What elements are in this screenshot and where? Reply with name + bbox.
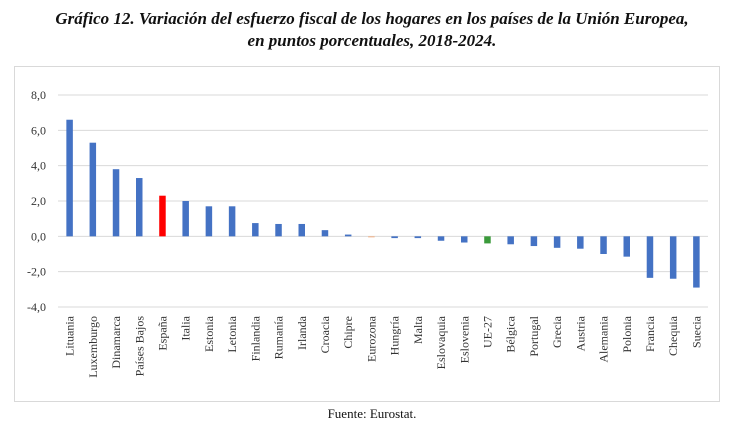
x-tick-label: Rumanía: [272, 315, 286, 359]
y-tick-label: 8,0: [31, 88, 46, 102]
x-tick-label: Chequia: [666, 315, 680, 356]
x-tick-label: Chipre: [341, 316, 355, 349]
x-tick-label: Letonia: [225, 315, 239, 352]
bar: [391, 236, 398, 239]
chart-frame: [14, 66, 720, 402]
x-tick-label: Polonia: [620, 315, 634, 352]
bar: [228, 206, 236, 237]
bar: [507, 236, 514, 245]
x-tick-label: Suecia: [689, 315, 703, 348]
y-tick-label: 6,0: [31, 123, 46, 137]
y-tick-label: -4,0: [27, 300, 46, 314]
bar: [182, 201, 189, 237]
bar: [623, 236, 630, 257]
bar: [321, 230, 329, 237]
chart-title: Gráfico 12. Variación del esfuerzo fisca…: [0, 8, 744, 52]
bar: [136, 178, 143, 237]
x-tick-label: Dinamarca: [109, 315, 123, 368]
bar: [205, 206, 213, 237]
x-tick-label: Finlandia: [248, 315, 262, 361]
bar: [437, 236, 445, 241]
x-tick-label: Austria: [573, 315, 587, 351]
bar: [159, 195, 166, 237]
bar: [112, 169, 120, 237]
x-tick-label: Hungría: [388, 315, 402, 355]
y-tick-label: 4,0: [31, 159, 46, 173]
bar: [553, 236, 561, 248]
bar: [344, 234, 352, 237]
x-tick-label: Malta: [411, 315, 425, 344]
x-tick-label: Luxemburgo: [86, 316, 100, 378]
x-tick-label: Portugal: [527, 315, 541, 356]
bar: [530, 236, 538, 247]
x-tick-label: Alemania: [597, 315, 611, 362]
bar: [646, 236, 654, 278]
x-tick-label: Países Bajos: [132, 316, 146, 377]
bar: [577, 236, 584, 249]
x-tick-label: UE-27: [480, 316, 494, 348]
x-tick-label: Croacia: [318, 315, 332, 353]
x-tick-label: Grecia: [550, 315, 564, 348]
x-tick-label: Francia: [643, 315, 657, 352]
x-tick-label: Italia: [179, 315, 193, 340]
bar: [669, 236, 677, 279]
bar: [600, 236, 607, 254]
x-tick-label: Bélgica: [504, 315, 518, 352]
y-tick-label: 0,0: [31, 229, 46, 243]
bar: [66, 119, 73, 237]
x-tick-label: Irlanda: [295, 315, 309, 350]
x-tick-label: Eslovenia: [457, 315, 471, 363]
bar: [414, 236, 422, 239]
bar: [275, 223, 282, 237]
bar: [368, 236, 375, 238]
x-tick-label: Eurozona: [364, 315, 378, 362]
x-tick-label: Estonia: [202, 315, 216, 352]
title-line-1: Gráfico 12. Variación del esfuerzo fisca…: [55, 9, 689, 28]
y-tick-label: -2,0: [27, 265, 46, 279]
bar: [298, 223, 305, 237]
title-line-2: en puntos porcentuales, 2018-2024.: [247, 31, 497, 50]
x-tick-label: Eslovaquia: [434, 315, 448, 369]
x-tick-label: España: [155, 315, 169, 350]
bar: [252, 223, 259, 237]
source-note: Fuente: Eurostat.: [327, 406, 417, 421]
x-tick-label: Lituania: [63, 315, 77, 356]
bar: [461, 236, 468, 243]
bar: [89, 142, 97, 237]
bar: [484, 236, 491, 244]
bar: [693, 236, 700, 288]
y-tick-label: 2,0: [31, 194, 46, 208]
